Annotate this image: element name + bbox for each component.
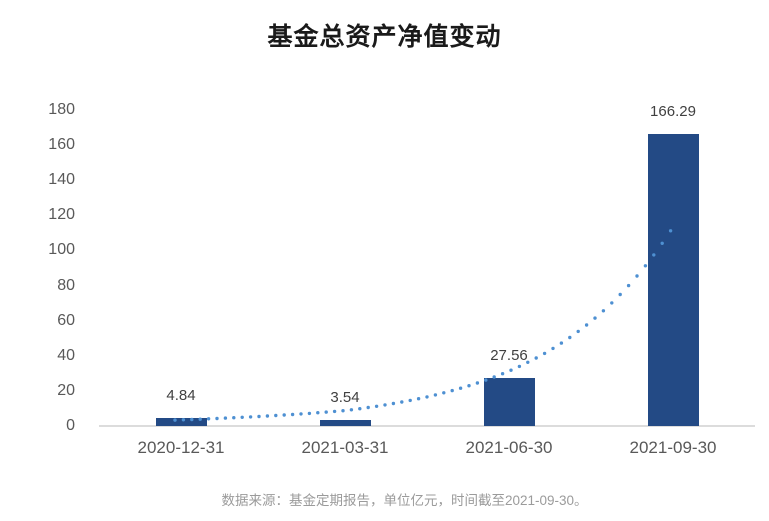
bar: [319, 419, 371, 426]
y-tick-label: 0: [66, 417, 75, 434]
y-tick-label: 180: [48, 101, 75, 118]
chart-title: 基金总资产净值变动: [267, 23, 502, 51]
source-note: 数据来源：基金定期报告，单位亿元，时间截至2021-09-30。: [221, 493, 588, 508]
x-tick-label: 2021-09-30: [629, 438, 717, 457]
bar-value-label: 166.29: [650, 103, 696, 121]
x-tick-label: 2020-12-31: [137, 438, 225, 457]
y-tick-label: 120: [48, 206, 75, 224]
x-tick-label: 2021-03-31: [301, 438, 389, 457]
bar-value-label: 4.84: [166, 386, 196, 404]
y-tick-label: 100: [48, 241, 75, 259]
y-tick-label: 20: [57, 381, 75, 399]
bar: [155, 417, 207, 426]
bar: [483, 377, 535, 426]
x-tick-label: 2021-06-30: [465, 438, 553, 457]
x-axis-line: [99, 425, 755, 427]
bar-value-label: 27.56: [490, 346, 528, 364]
y-tick-label: 80: [57, 276, 75, 294]
y-tick-label: 60: [57, 311, 75, 329]
y-tick-label: 140: [48, 171, 75, 189]
y-tick-label: 40: [57, 346, 75, 364]
y-tick-label: 160: [48, 136, 75, 154]
bar-value-label: 3.54: [330, 388, 360, 406]
bar: [647, 134, 699, 426]
